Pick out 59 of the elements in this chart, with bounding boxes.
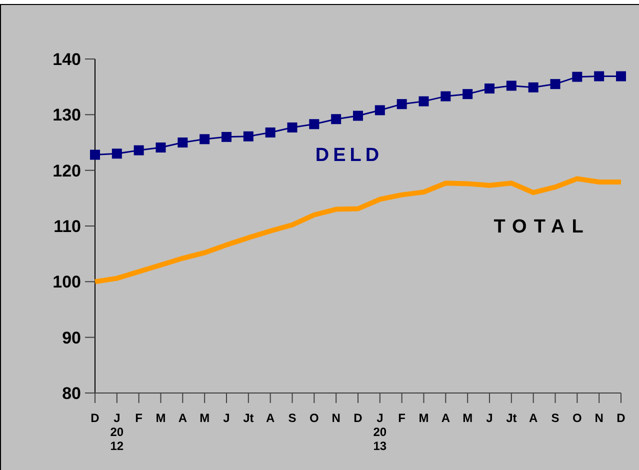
- x-tick-label: O: [309, 411, 319, 425]
- point: [594, 71, 604, 82]
- x-tick-label: D: [616, 411, 626, 425]
- x-tick-label: A: [528, 411, 538, 425]
- point: [243, 131, 254, 142]
- series-label: TOTAL: [494, 216, 590, 238]
- y-tick-label: 100: [52, 272, 81, 292]
- point: [112, 148, 122, 159]
- point: [265, 127, 276, 138]
- x-tick-label: M: [462, 411, 473, 425]
- y-tick-label: 130: [52, 106, 81, 125]
- point: [550, 79, 560, 90]
- point: [374, 105, 385, 116]
- x-tick-label: A: [441, 411, 450, 425]
- point: [222, 132, 232, 142]
- x-tick-label: J 20 13: [373, 411, 387, 453]
- y-tick-label: 120: [52, 161, 81, 180]
- x-tick-label: M: [418, 411, 429, 425]
- x-tick-label: S: [551, 411, 560, 425]
- x-tick-label: J: [223, 411, 230, 425]
- point: [484, 84, 494, 94]
- x-tick-label: Jt: [243, 411, 254, 425]
- point: [353, 110, 363, 121]
- x-tick-label: F: [135, 411, 143, 425]
- point: [528, 82, 538, 92]
- point: [178, 138, 188, 148]
- x-tick-label: D: [90, 411, 100, 425]
- point: [462, 89, 473, 100]
- x-tick-label: F: [398, 411, 406, 425]
- point: [90, 150, 100, 160]
- y-tick-label: 140: [52, 50, 81, 69]
- point: [287, 122, 298, 132]
- point: [200, 134, 210, 144]
- x-tick-label: A: [266, 411, 275, 425]
- point: [440, 91, 451, 102]
- point: [309, 119, 320, 130]
- point: [396, 99, 407, 110]
- point: [572, 72, 582, 82]
- x-tick-label: J: [486, 411, 493, 425]
- point: [506, 80, 516, 91]
- point: [156, 142, 166, 153]
- point: [616, 71, 626, 82]
- x-tick-label: M: [156, 411, 166, 425]
- x-tick-label: M: [200, 411, 210, 425]
- point: [418, 96, 429, 106]
- x-tick-label: A: [178, 411, 188, 425]
- x-tick-label: N: [332, 411, 340, 425]
- x-tick-label: J 20 12: [110, 411, 124, 453]
- point: [134, 145, 144, 156]
- x-tick-label: N: [594, 411, 604, 425]
- x-tick-label: O: [572, 411, 582, 425]
- x-tick-label: D: [354, 411, 363, 425]
- x-tick-label: S: [288, 411, 296, 425]
- y-tick-label: 90: [62, 328, 81, 348]
- series-label: DELD: [315, 144, 384, 166]
- y-tick-label: 80: [62, 384, 81, 403]
- point: [331, 114, 342, 124]
- y-tick-label: 110: [54, 217, 81, 236]
- x-tick-label: Jt: [506, 411, 517, 425]
